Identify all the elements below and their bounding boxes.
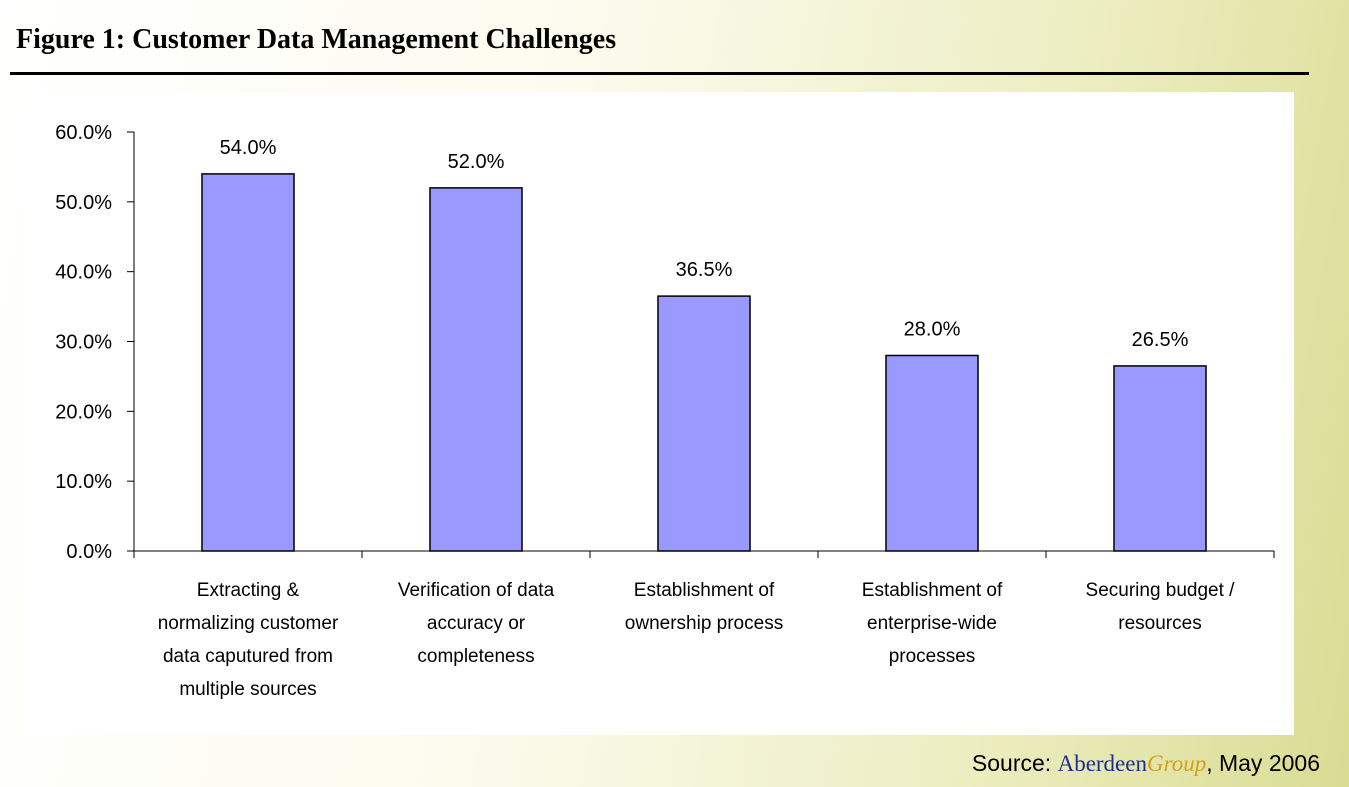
y-tick-label: 50.0% xyxy=(55,192,112,214)
category-label: Verification of data accuracy or completen… xyxy=(398,580,555,667)
chart-panel: 0.0% 10.0% 20.0% 30.0% 40.0% 50.0% 60.0% 54.0% E… xyxy=(24,92,1294,735)
source-brand-aberdeen: Aberdeen xyxy=(1057,751,1147,776)
source-brand-group: Group xyxy=(1146,751,1207,776)
category-label-line: enterprise-wide xyxy=(867,613,997,634)
y-tick-label: 60.0% xyxy=(55,122,112,144)
bar xyxy=(429,187,523,552)
category-label-line: completeness xyxy=(417,646,534,667)
source-citation: Source: AberdeenGroup, May 2006 xyxy=(972,750,1320,777)
source-date: , May 2006 xyxy=(1206,750,1320,776)
category-label-line: Verification of data xyxy=(398,580,555,601)
y-tick-label: 10.0% xyxy=(55,471,112,493)
data-label: 26.5% xyxy=(1132,329,1189,351)
title-divider xyxy=(10,72,1309,75)
data-label: 52.0% xyxy=(448,151,505,173)
category-label-line: Establishment of xyxy=(634,580,775,601)
bar xyxy=(201,173,295,552)
category-label: Establishment of ownership process xyxy=(625,580,783,634)
category-label-line: normalizing customer xyxy=(158,613,339,634)
category-label-line: Establishment of xyxy=(862,580,1003,601)
category-label-line: Securing budget / xyxy=(1086,580,1236,601)
category-label-line: Extracting & xyxy=(197,580,300,601)
bar xyxy=(657,295,751,552)
category-label: Extracting & normalizing customer data cap… xyxy=(158,580,339,700)
y-tick-label: 0.0% xyxy=(66,541,112,563)
category-label-line: accuracy or xyxy=(427,613,526,634)
category-label-line: multiple sources xyxy=(179,679,316,700)
data-label: 28.0% xyxy=(904,318,961,340)
data-label: 54.0% xyxy=(220,137,277,159)
y-tick-label: 40.0% xyxy=(55,262,112,284)
category-label-line: ownership process xyxy=(625,613,783,634)
category-label-line: data caputured from xyxy=(163,646,333,667)
figure-title: Figure 1: Customer Data Management Chall… xyxy=(16,24,617,55)
category-label: Establishment of enterprise-wide processes xyxy=(862,580,1003,667)
y-tick-label: 30.0% xyxy=(55,332,112,354)
data-label: 36.5% xyxy=(676,259,733,281)
source-prefix: Source: xyxy=(971,750,1058,776)
y-tick-label: 20.0% xyxy=(55,401,112,423)
bar xyxy=(1113,365,1207,552)
bar-chart: 0.0% 10.0% 20.0% 30.0% 40.0% 50.0% 60.0% 54.0% E… xyxy=(55,122,1275,700)
category-label: Securing budget / resources xyxy=(1086,580,1236,634)
category-label-line: processes xyxy=(889,646,976,667)
category-label-line: resources xyxy=(1118,613,1201,634)
bar xyxy=(885,354,979,552)
